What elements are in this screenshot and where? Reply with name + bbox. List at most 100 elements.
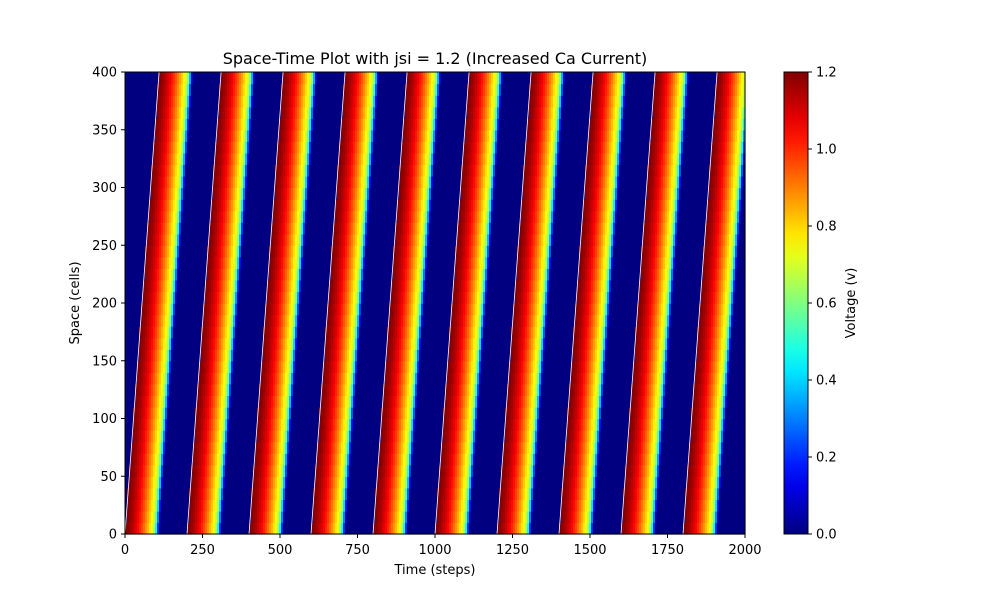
heatmap-cell [191,476,194,489]
heatmap-cell [705,499,708,512]
heatmap-cell [267,487,270,500]
heatmap-cell [487,522,490,535]
heatmap-cell [409,476,412,489]
heatmap-cell [225,510,228,524]
heatmap-cell [499,522,502,535]
heatmap-cell [471,487,474,500]
heatmap-cell [241,487,244,500]
heatmap-cell [379,487,382,500]
heatmap-cell [673,522,676,535]
heatmap-cell [395,476,398,489]
heatmap-cell [243,499,246,512]
heatmap-cell [283,487,286,500]
heatmap-cell [583,499,586,512]
heatmap-cell [271,499,274,512]
heatmap-cell [733,522,736,535]
heatmap-cell [299,510,302,524]
heatmap-cell [533,522,536,535]
heatmap-cell [217,476,220,489]
heatmap-cell [675,510,678,524]
heatmap-cell [667,499,670,512]
heatmap-cell [353,522,356,535]
heatmap-cell [241,510,244,524]
heatmap-cell [547,522,550,535]
heatmap-cell [281,510,284,524]
heatmap-cell [293,487,296,500]
heatmap-cell [659,476,662,489]
heatmap-cell [487,499,490,512]
heatmap-cell [659,510,662,524]
heatmap-cell [725,499,728,512]
heatmap-cell [455,476,458,489]
heatmap-cell [187,476,190,489]
heatmap-cell [581,487,584,500]
heatmap-cell [517,510,520,524]
heatmap-cell [687,487,690,500]
heatmap-cell [183,487,186,500]
heatmap-cell [735,499,738,512]
heatmap-cell [349,522,352,535]
heatmap-cell [247,522,250,535]
heatmap-cell [137,510,140,524]
heatmap-cell [435,499,438,512]
heatmap-cell [605,499,608,512]
heatmap-cell [405,510,408,524]
heatmap-cell [549,487,552,500]
heatmap-cell [477,476,480,489]
heatmap-cell [381,476,384,489]
heatmap-cell [451,522,454,535]
heatmap-cell [649,476,652,489]
heatmap-cell [409,522,412,535]
heatmap-cell [271,487,274,500]
heatmap-cell [341,487,344,500]
heatmap-cell [159,487,162,500]
heatmap-cell [149,499,152,512]
heatmap-cell [317,510,320,524]
heatmap-cell [701,522,704,535]
heatmap-cell [665,499,668,512]
heatmap-cell [543,487,546,500]
heatmap-cell [367,522,370,535]
heatmap-cell [337,476,340,489]
heatmap-cell [461,476,464,489]
heatmap-cell [323,499,326,512]
heatmap-cell [411,510,414,524]
heatmap-cell [637,522,640,535]
heatmap-cell [185,487,188,500]
heatmap-cell [245,510,248,524]
heatmap-cell [135,476,138,489]
heatmap-cell [567,522,570,535]
heatmap-cell [661,499,664,512]
heatmap-cell [163,499,166,512]
heatmap-cell [379,499,382,512]
heatmap-cell [191,510,194,524]
heatmap-cell [571,510,574,524]
heatmap-cell [375,510,378,524]
heatmap-cell [445,476,448,489]
heatmap-cell [625,510,628,524]
heatmap-cell [721,499,724,512]
heatmap-cell [407,476,410,489]
heatmap-cell [149,487,152,500]
heatmap-cell [195,522,198,535]
heatmap-cell [569,510,572,524]
heatmap-cell [255,510,258,524]
heatmap-cell [301,510,304,524]
heatmap-cell [349,487,352,500]
heatmap-cell [685,510,688,524]
heatmap-cell [575,476,578,489]
heatmap-cell [203,487,206,500]
heatmap-cell [647,522,650,535]
heatmap-cell [161,476,164,489]
heatmap-cell [665,522,668,535]
heatmap-cell [529,499,532,512]
heatmap-cell [211,510,214,524]
heatmap-cell [357,522,360,535]
heatmap-cell [429,476,432,489]
heatmap-cell [189,499,192,512]
heatmap-cell [355,476,358,489]
heatmap-cell [307,499,310,512]
heatmap-cell [351,499,354,512]
heatmap-cell [125,476,128,489]
heatmap-cell [317,499,320,512]
